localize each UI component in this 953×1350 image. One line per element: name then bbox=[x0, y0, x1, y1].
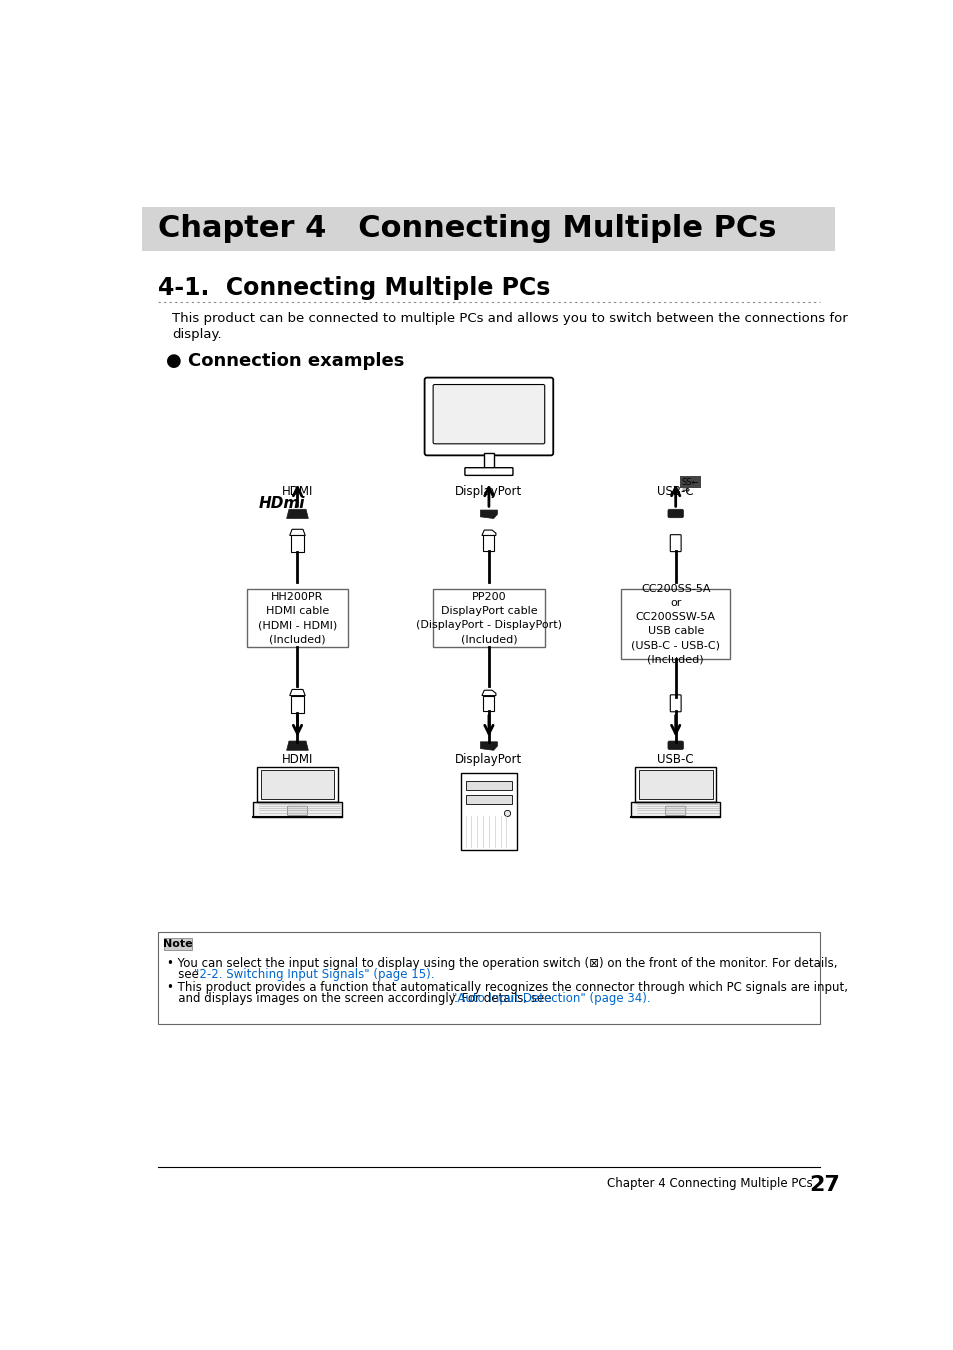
Bar bbox=[465, 782, 512, 790]
Text: 4-1.  Connecting Multiple PCs: 4-1. Connecting Multiple PCs bbox=[158, 275, 550, 300]
Bar bbox=[484, 454, 493, 468]
FancyBboxPatch shape bbox=[670, 695, 680, 711]
FancyBboxPatch shape bbox=[667, 741, 682, 749]
Text: USB-C: USB-C bbox=[657, 753, 693, 767]
Bar bbox=[142, 207, 835, 251]
FancyBboxPatch shape bbox=[667, 509, 682, 518]
Bar bbox=[291, 536, 303, 552]
Polygon shape bbox=[290, 529, 305, 536]
Bar bbox=[433, 590, 544, 647]
Text: "Auto Input Detection" (page 34).: "Auto Input Detection" (page 34). bbox=[452, 992, 651, 1004]
Text: HDMI: HDMI bbox=[281, 753, 313, 767]
Bar bbox=[483, 695, 494, 711]
Polygon shape bbox=[286, 509, 308, 518]
Bar bbox=[247, 590, 348, 647]
Text: see: see bbox=[167, 968, 203, 981]
Polygon shape bbox=[290, 690, 305, 695]
Bar bbox=[631, 802, 720, 817]
Polygon shape bbox=[481, 690, 496, 695]
Text: Note: Note bbox=[163, 940, 193, 949]
FancyBboxPatch shape bbox=[670, 535, 680, 552]
Text: USB-C: USB-C bbox=[657, 486, 693, 498]
Polygon shape bbox=[481, 531, 496, 536]
Bar bbox=[639, 771, 712, 798]
Text: HDmi: HDmi bbox=[258, 497, 305, 512]
Polygon shape bbox=[480, 741, 497, 751]
Text: • This product provides a function that automatically recognizes the connector t: • This product provides a function that … bbox=[167, 980, 847, 994]
Bar bbox=[158, 931, 819, 1025]
FancyBboxPatch shape bbox=[665, 806, 685, 815]
FancyBboxPatch shape bbox=[464, 467, 513, 475]
Bar bbox=[635, 767, 716, 802]
Circle shape bbox=[504, 810, 510, 817]
Text: "2-2. Switching Input Signals" (page 15).: "2-2. Switching Input Signals" (page 15)… bbox=[193, 968, 434, 981]
Text: PP200
DisplayPort cable
(DisplayPort - DisplayPort)
(Included): PP200 DisplayPort cable (DisplayPort - D… bbox=[416, 593, 561, 644]
FancyBboxPatch shape bbox=[433, 385, 544, 444]
Polygon shape bbox=[286, 741, 308, 751]
Text: display.: display. bbox=[172, 328, 221, 340]
Bar bbox=[260, 771, 334, 798]
Bar bbox=[253, 802, 342, 817]
Text: ⇒: ⇒ bbox=[681, 486, 689, 495]
Text: DisplayPort: DisplayPort bbox=[455, 753, 522, 767]
Text: DisplayPort: DisplayPort bbox=[455, 486, 522, 498]
Bar bbox=[164, 938, 192, 950]
FancyBboxPatch shape bbox=[424, 378, 553, 455]
Bar bbox=[465, 795, 512, 805]
Text: • You can select the input signal to display using the operation switch (⊠) on t: • You can select the input signal to dis… bbox=[167, 957, 837, 969]
Text: Chapter 4 Connecting Multiple PCs: Chapter 4 Connecting Multiple PCs bbox=[607, 1177, 812, 1189]
Text: Chapter 4   Connecting Multiple PCs: Chapter 4 Connecting Multiple PCs bbox=[158, 215, 776, 243]
FancyBboxPatch shape bbox=[287, 806, 307, 815]
Bar bbox=[460, 774, 517, 850]
Text: and displays images on the screen accordingly. For details, see: and displays images on the screen accord… bbox=[167, 992, 555, 1004]
Text: ● Connection examples: ● Connection examples bbox=[166, 352, 404, 370]
Bar bbox=[620, 590, 729, 659]
Text: SS←: SS← bbox=[681, 478, 699, 487]
Polygon shape bbox=[480, 510, 497, 518]
Text: 27: 27 bbox=[808, 1174, 839, 1195]
Bar bbox=[291, 695, 303, 713]
Text: HDMI: HDMI bbox=[281, 486, 313, 498]
Text: CC200SS-5A
or
CC200SSW-5A
USB cable
(USB-C - USB-C)
(Included): CC200SS-5A or CC200SSW-5A USB cable (USB… bbox=[631, 585, 720, 664]
Text: This product can be connected to multiple PCs and allows you to switch between t: This product can be connected to multipl… bbox=[172, 312, 847, 325]
Text: HH200PR
HDMI cable
(HDMI - HDMI)
(Included): HH200PR HDMI cable (HDMI - HDMI) (Includ… bbox=[257, 593, 336, 644]
Bar bbox=[256, 767, 337, 802]
Bar bbox=[483, 536, 494, 551]
